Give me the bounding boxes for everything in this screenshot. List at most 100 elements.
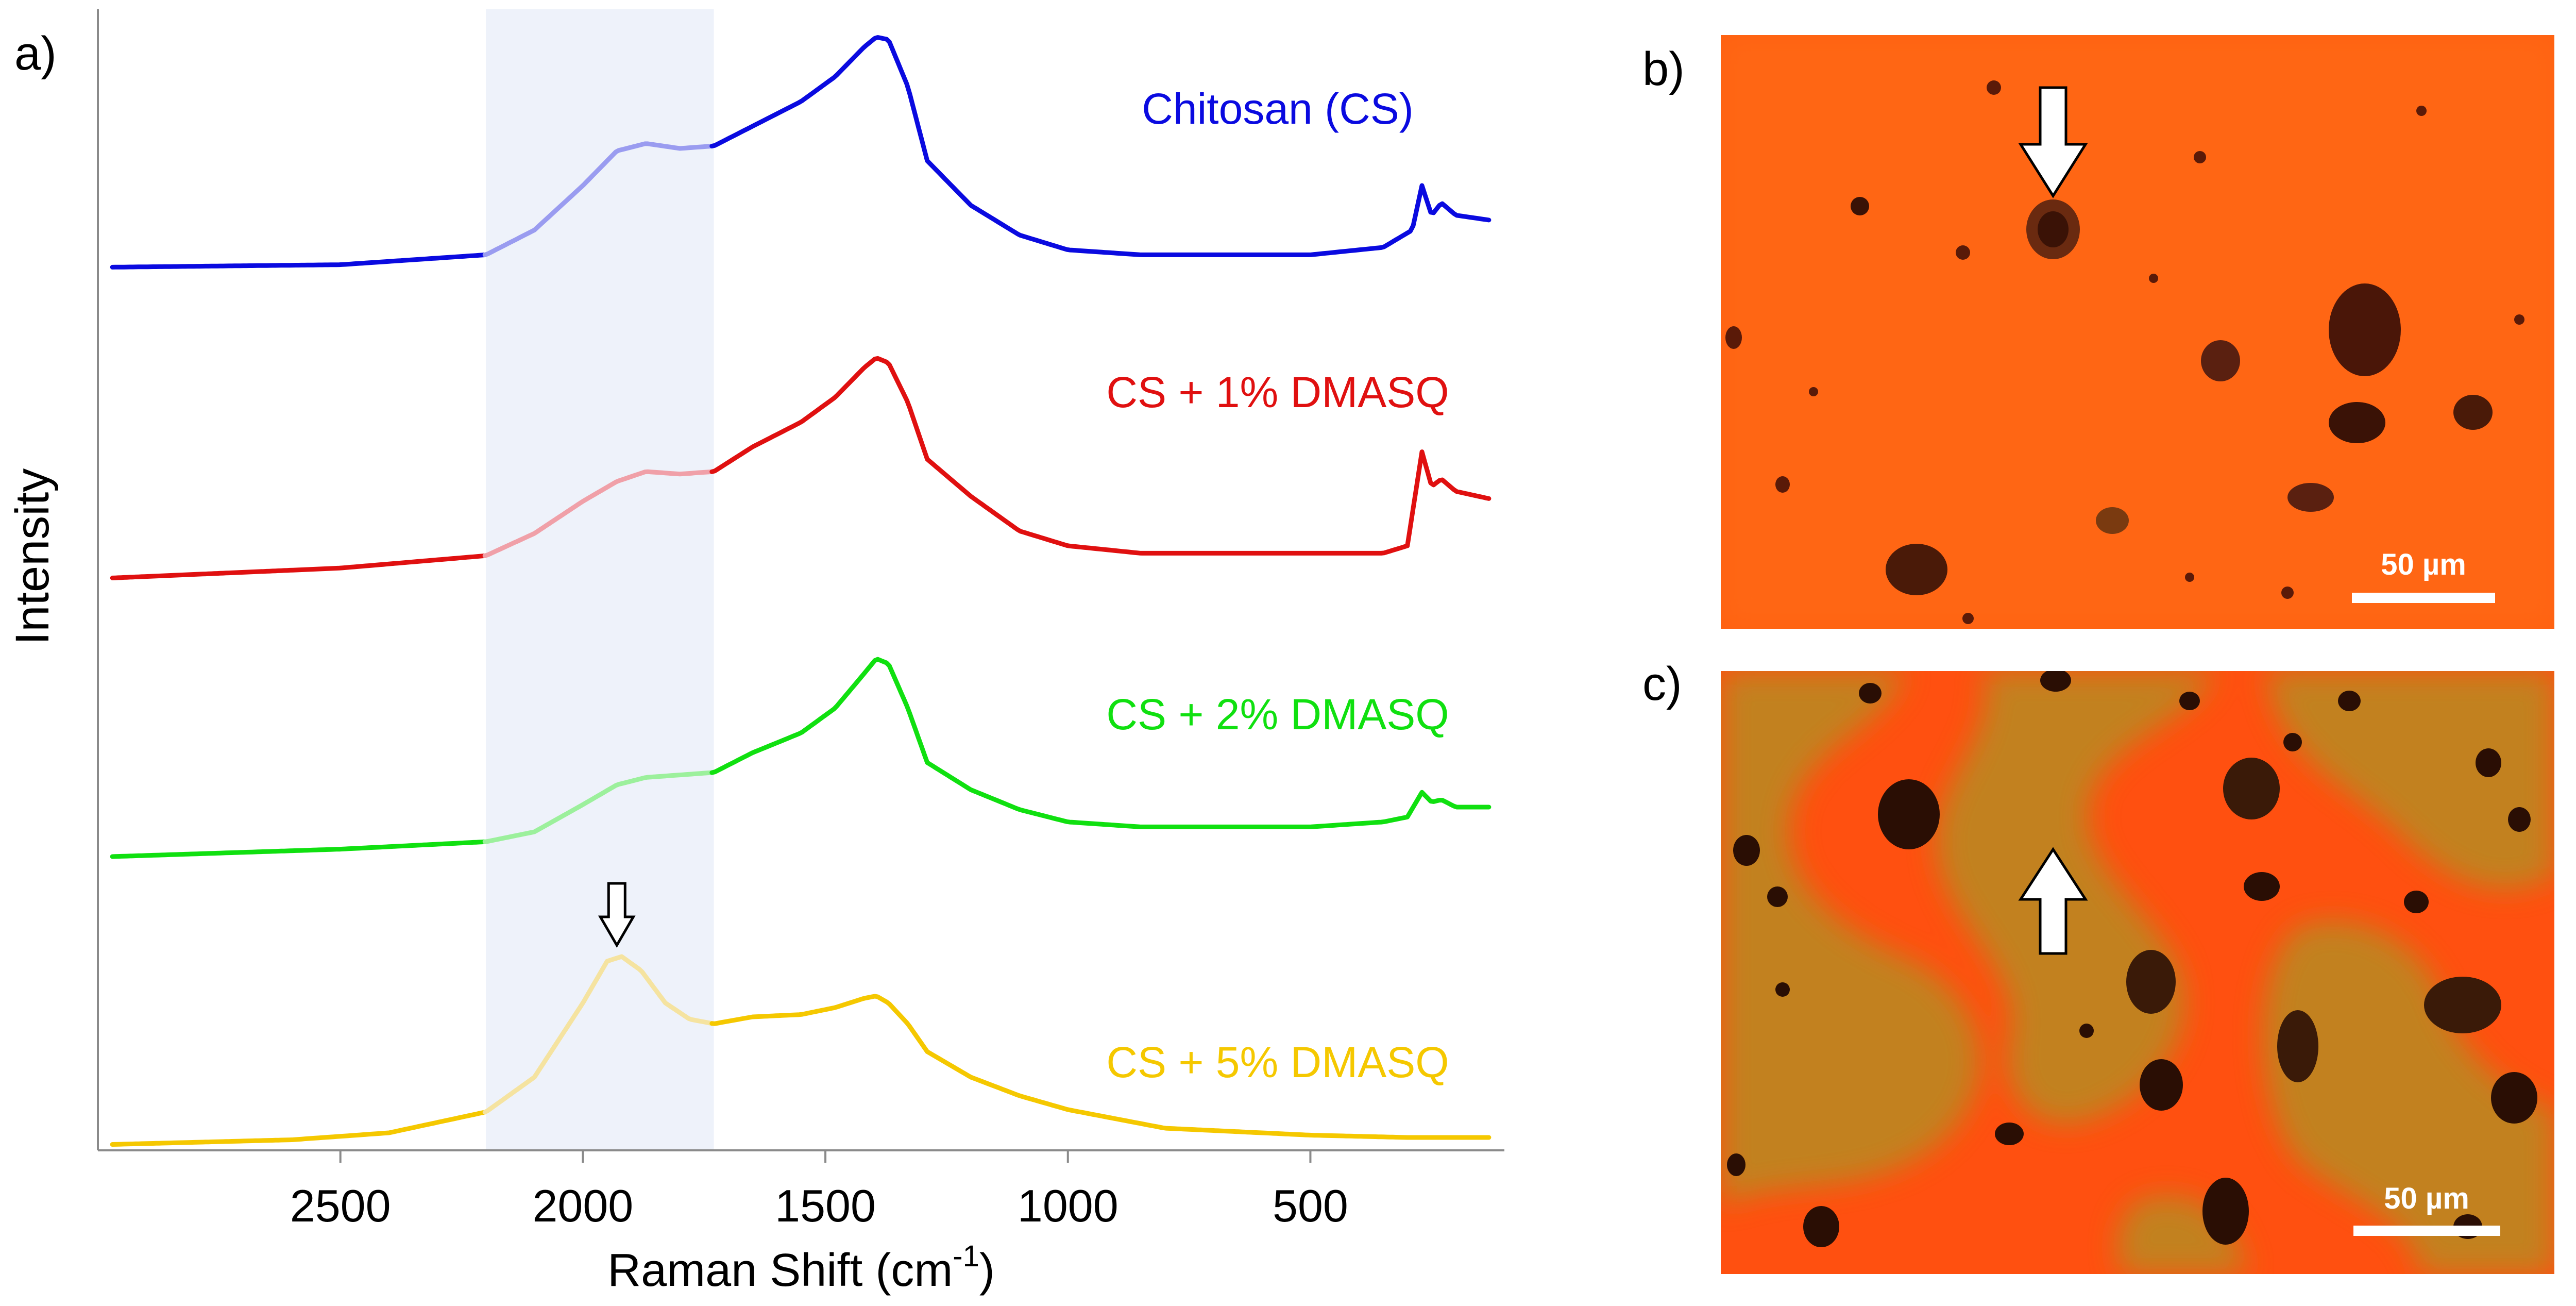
- particle: [1995, 1123, 2024, 1145]
- particle: [2491, 1072, 2537, 1124]
- particle: [1956, 245, 1970, 260]
- micrograph-b-scale-bar: 50 µm: [2352, 548, 2495, 603]
- scale-bar-label: 50 µm: [2384, 1182, 2469, 1215]
- particle: [2096, 507, 2129, 534]
- x-ticks: [339, 1150, 1312, 1163]
- particle: [2514, 314, 2524, 325]
- particle: [2424, 977, 2501, 1033]
- particle: [1767, 886, 1788, 907]
- series-line: [709, 657, 1492, 829]
- series-2: [110, 356, 1492, 580]
- particle: [2201, 340, 2240, 381]
- x-axis-label: Raman Shift (cm-1): [607, 1240, 995, 1296]
- x-tick-labels: 2500 2000 1500 1000 500: [290, 1180, 1348, 1231]
- x-tick-label: 1000: [1018, 1180, 1118, 1231]
- x-tick-label: 2000: [532, 1180, 633, 1231]
- particle: [2281, 587, 2294, 599]
- series-line: [709, 356, 1492, 556]
- particle: [1851, 197, 1869, 215]
- particle: [2277, 1010, 2318, 1082]
- particle: [2283, 733, 2302, 751]
- particle: [2185, 573, 2194, 582]
- particle: [1809, 387, 1818, 396]
- micrograph-c-scale-bar: 50 µm: [2353, 1182, 2500, 1236]
- series-label: CS + 1% DMASQ: [1106, 368, 1449, 416]
- particle: [1803, 1206, 1839, 1247]
- particle: [1733, 835, 1760, 866]
- particle: [2338, 691, 2361, 711]
- series-line: [110, 253, 487, 270]
- micrograph-b: 50 µm: [1721, 35, 2554, 629]
- raman-chart: 2500 2000 1500 1000 500 Chitosan (CS) CS + 1%…: [6, 9, 1504, 1296]
- particle: [2079, 1024, 2094, 1038]
- particle: [2040, 671, 2071, 692]
- particle: [2287, 483, 2334, 512]
- highlight-band: [486, 9, 714, 1150]
- peak-marker-arrow: [598, 882, 636, 948]
- particle: [1962, 613, 1974, 624]
- series-line-highlight-segment: [482, 469, 715, 558]
- scale-bar-label: 50 µm: [2381, 548, 2466, 581]
- particle: [2244, 872, 2280, 901]
- series-line-highlight-segment: [482, 954, 715, 1115]
- particle: [2329, 283, 2401, 376]
- y-axis-label: Intensity: [6, 468, 59, 645]
- series-line: [709, 994, 1492, 1140]
- micrograph-b-arrow: [2018, 86, 2088, 198]
- scale-bar: [2352, 593, 2495, 603]
- down-arrow-icon: [2018, 86, 2088, 198]
- down-arrow-icon: [598, 882, 636, 948]
- series-line-highlight-segment: [482, 770, 715, 844]
- series-line: [110, 839, 487, 859]
- particle: [2223, 758, 2280, 819]
- particle: [2194, 151, 2206, 163]
- micrograph-b-particles: [1725, 80, 2524, 624]
- series-label: CS + 2% DMASQ: [1106, 690, 1449, 739]
- series-layer: [110, 35, 1492, 1147]
- particle: [2149, 274, 2158, 283]
- particle: [1775, 476, 1790, 493]
- particle-core: [2038, 211, 2069, 247]
- particle: [2476, 748, 2501, 777]
- x-tick-label: 1500: [775, 1180, 876, 1231]
- series-line: [709, 35, 1492, 257]
- particle: [1886, 544, 1947, 595]
- series-line-highlight-segment: [482, 141, 715, 257]
- particle: [1859, 683, 1882, 704]
- series-label: Chitosan (CS): [1142, 85, 1414, 133]
- series-4: [110, 954, 1492, 1147]
- panel-label-b: b): [1642, 43, 1685, 95]
- particle: [1727, 1153, 1745, 1176]
- micrograph-c-arrow: [2018, 847, 2088, 955]
- panel-label-a: a): [14, 27, 57, 80]
- micrograph-c-particles: [1727, 671, 2537, 1247]
- particle: [2329, 402, 2385, 443]
- particle: [1775, 982, 1790, 997]
- x-tick-label: 2500: [290, 1180, 391, 1231]
- x-axis-label-end: ): [979, 1245, 995, 1296]
- series-line: [110, 553, 487, 580]
- particle: [1987, 80, 2001, 95]
- particle: [1725, 326, 1742, 349]
- series-3: [110, 657, 1492, 859]
- panel-label-c: c): [1642, 658, 1682, 710]
- particle: [2126, 950, 2176, 1014]
- micrograph-c: 50 µm: [1721, 671, 2554, 1274]
- x-axis-label-main: Raman Shift (cm: [607, 1245, 953, 1296]
- series-label: CS + 5% DMASQ: [1106, 1038, 1449, 1086]
- particle: [2202, 1178, 2249, 1245]
- particle: [2140, 1059, 2183, 1111]
- particle: [1878, 779, 1940, 849]
- particle: [2453, 395, 2493, 430]
- scale-bar: [2353, 1226, 2500, 1236]
- up-arrow-icon: [2018, 847, 2088, 955]
- particle: [2179, 692, 2200, 710]
- particle: [2416, 106, 2427, 116]
- series-labels: Chitosan (CS) CS + 1% DMASQ CS + 2% DMASQ C…: [1106, 85, 1449, 1086]
- x-axis-label-sup: -1: [953, 1240, 979, 1273]
- particle: [2404, 891, 2429, 913]
- series-1: [110, 35, 1492, 270]
- series-line: [110, 1110, 487, 1147]
